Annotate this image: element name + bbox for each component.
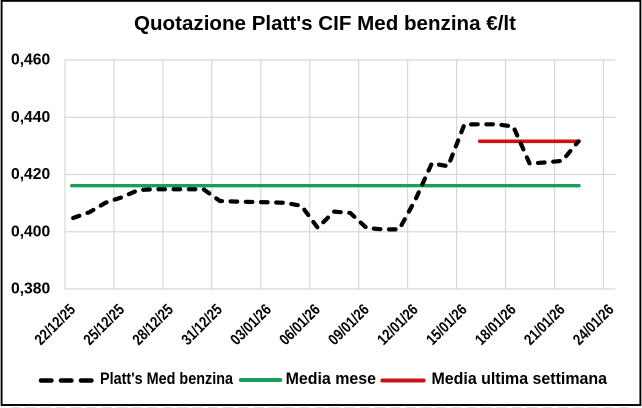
svg-text:Media mese: Media mese [286,369,376,388]
svg-text:0,420: 0,420 [11,166,50,183]
svg-text:0,460: 0,460 [11,52,50,69]
svg-text:0,440: 0,440 [11,109,50,126]
svg-text:0,380: 0,380 [11,281,50,298]
svg-text:Media ultima settimana: Media ultima settimana [432,369,608,388]
svg-text:Quotazione Platt's CIF Med ben: Quotazione Platt's CIF Med benzina €/lt [134,13,516,35]
svg-text:0,400: 0,400 [11,223,50,240]
svg-text:Platt's Med benzina: Platt's Med benzina [100,369,233,388]
